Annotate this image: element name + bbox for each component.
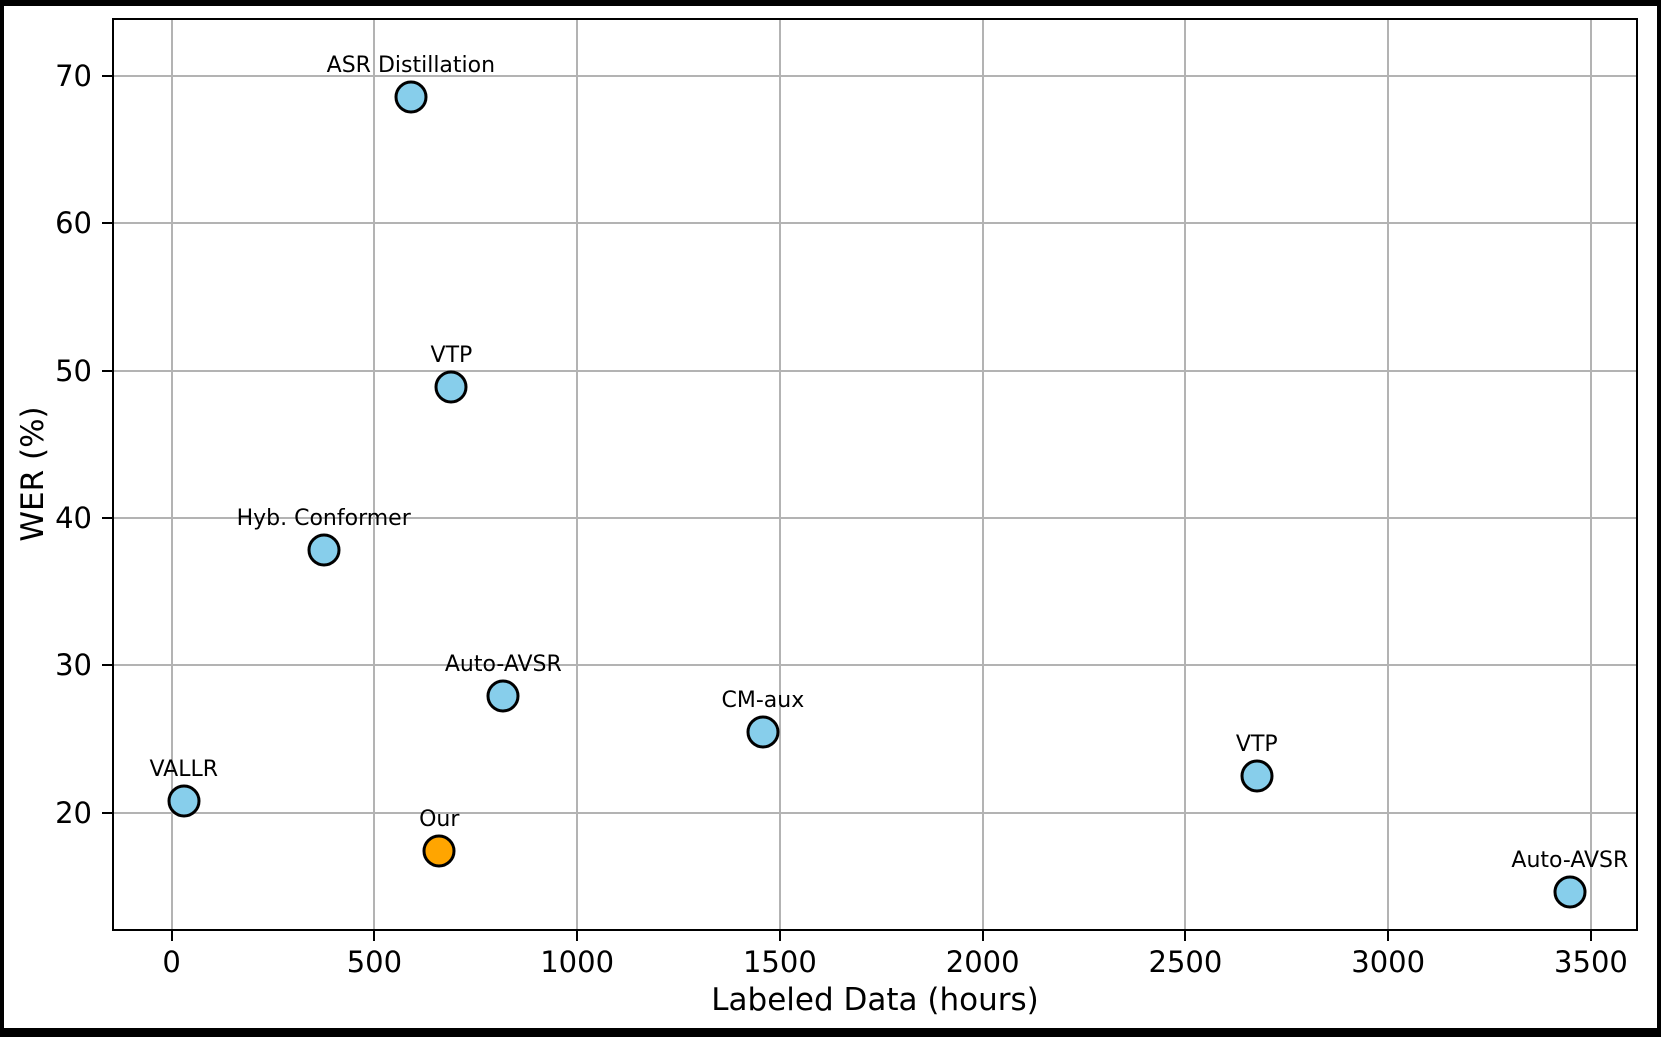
tick-y-20	[102, 811, 112, 814]
tick-y-50	[102, 369, 112, 372]
label-vtp-prior-work-6: VTP	[1235, 731, 1278, 757]
point-cm-aux-prior-work-4	[746, 715, 780, 749]
gridline-y-40	[112, 516, 1638, 519]
gridline-x-3000	[1387, 18, 1390, 931]
tick-x-1500	[778, 931, 781, 941]
tick-label-x-500: 500	[346, 945, 403, 979]
figure-border-left	[0, 0, 4, 1037]
gridline-x-2000	[981, 18, 984, 931]
gridline-x-500	[373, 18, 376, 931]
figure-border-right	[1657, 0, 1661, 1037]
label-our-ours-0: Our	[419, 806, 460, 832]
x-axis-title: Labeled Data (hours)	[711, 982, 1039, 1018]
tick-label-x-1000: 1000	[540, 945, 615, 979]
y-axis-title: WER (%)	[15, 406, 51, 542]
tick-label-y-60: 60	[55, 206, 92, 241]
label-auto-avsr-prior-work-3: Auto-AVSR	[444, 652, 562, 678]
point-vtp-prior-work-1	[434, 370, 468, 404]
tick-x-1000	[576, 931, 579, 941]
label-hyb-conformer-prior-work-2: Hyb. Conformer	[236, 506, 411, 532]
tick-y-30	[102, 664, 112, 667]
tick-label-x-0: 0	[162, 945, 181, 979]
tick-y-60	[102, 222, 112, 225]
plot-border	[112, 18, 1638, 931]
label-auto-avsr-prior-work-7: Auto-AVSR	[1511, 848, 1629, 874]
point-our-ours-0	[422, 834, 456, 868]
tick-x-0	[170, 931, 173, 941]
tick-label-y-30: 30	[55, 648, 92, 683]
tick-y-70	[102, 75, 112, 78]
label-vallr-prior-work-5: VALLR	[149, 756, 219, 782]
gridline-y-20	[112, 811, 1638, 814]
gridline-x-3500	[1589, 18, 1592, 931]
tick-label-x-3500: 3500	[1554, 945, 1628, 979]
gridline-y-70	[112, 75, 1638, 78]
gridline-y-60	[112, 222, 1638, 225]
point-vallr-prior-work-5	[167, 784, 201, 818]
point-auto-avsr-prior-work-3	[486, 679, 520, 713]
tick-label-x-3000: 3000	[1351, 945, 1426, 979]
point-vtp-prior-work-6	[1240, 759, 1274, 793]
gridline-x-1000	[576, 18, 579, 931]
gridline-y-30	[112, 664, 1638, 667]
tick-label-x-1500: 1500	[742, 945, 817, 979]
label-vtp-prior-work-1: VTP	[430, 342, 473, 368]
tick-x-500	[373, 931, 376, 941]
tick-label-x-2500: 2500	[1148, 945, 1223, 979]
point-hyb-conformer-prior-work-2	[307, 533, 341, 567]
tick-x-2500	[1184, 931, 1187, 941]
gridline-x-0	[170, 18, 173, 931]
tick-label-x-2000: 2000	[945, 945, 1020, 979]
point-asr-distillation-prior-work-0	[394, 80, 428, 114]
tick-x-3500	[1589, 931, 1592, 941]
figure-border-bottom	[0, 1028, 1661, 1037]
gridline-x-1500	[778, 18, 781, 931]
gridline-y-50	[112, 369, 1638, 372]
point-auto-avsr-prior-work-7	[1553, 875, 1587, 909]
tick-label-y-70: 70	[55, 59, 92, 94]
figure-border-top	[0, 0, 1661, 6]
label-asr-distillation-prior-work-0: ASR Distillation	[326, 52, 496, 78]
tick-label-y-20: 20	[55, 795, 92, 830]
tick-y-40	[102, 516, 112, 519]
label-cm-aux-prior-work-4: CM-aux	[721, 687, 805, 713]
tick-x-3000	[1387, 931, 1390, 941]
tick-x-2000	[981, 931, 984, 941]
tick-label-y-50: 50	[55, 353, 92, 388]
gridline-x-2500	[1184, 18, 1187, 931]
tick-label-y-40: 40	[55, 500, 92, 535]
